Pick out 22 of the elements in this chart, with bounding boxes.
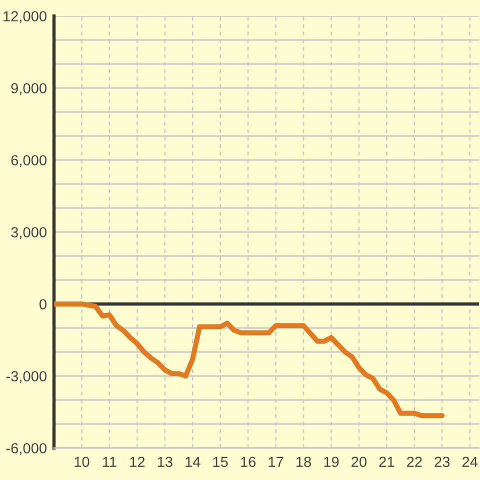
y-tick-label: 9,000 (11, 83, 46, 96)
x-tick-label: 16 (241, 456, 256, 468)
x-tick-label: 13 (158, 456, 172, 468)
x-tick-label: 20 (352, 456, 366, 468)
y-tick-label: 0 (40, 299, 46, 310)
x-tick-label: 11 (102, 456, 116, 467)
x-tick-label: 15 (213, 456, 228, 468)
x-tick-label: 23 (434, 456, 450, 468)
x-tick-label: 18 (296, 456, 311, 468)
x-tick-label: 12 (130, 456, 145, 467)
x-tick-label: 21 (379, 456, 394, 467)
x-tick-label: 14 (186, 456, 200, 467)
x-tick-label: 22 (407, 456, 422, 467)
y-tick-label: -6,000 (6, 443, 46, 456)
y-tick-label: 6,000 (11, 155, 46, 168)
y-tick-label: 12,000 (4, 11, 46, 24)
x-tick-label: 24 (462, 456, 478, 467)
x-tick-label: 17 (268, 456, 284, 467)
x-tick-label: 19 (324, 456, 339, 468)
x-tick-label: 10 (74, 456, 90, 468)
y-tick-label: -3,000 (6, 371, 46, 384)
y-tick-label: 3,000 (11, 227, 46, 240)
